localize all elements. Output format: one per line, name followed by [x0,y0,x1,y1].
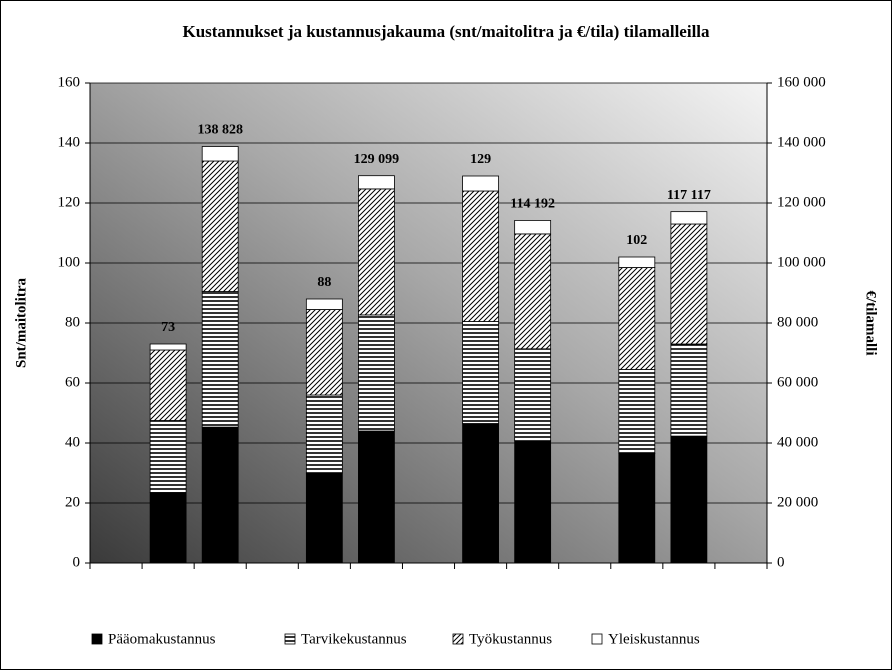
bar-segment [618,256,656,268]
bar-segment [462,175,499,192]
bar-segment [201,426,239,564]
bar-segment [462,190,499,322]
total-label: 114 192 [510,197,555,212]
legend-label: Yleiskustannus [608,631,700,647]
bar-segment [514,440,552,564]
y-tick-label: 120 [58,194,81,210]
bar-segment [149,492,187,564]
y2-tick-label: 140 000 [777,134,826,150]
bar-segment [462,321,499,424]
legend-swatch [591,633,603,645]
legend-label: Tarvikekustannus [301,631,407,647]
bar-segment [670,435,708,564]
y-tick-label: 140 [58,134,81,150]
bar-segment [618,369,656,454]
bar-segment [305,394,343,474]
total-label: 73 [161,320,175,335]
legend-swatch [91,633,103,645]
bar-segment [201,291,239,428]
y-tick-label: 80 [65,314,80,330]
y-tick-label: 100 [58,254,81,270]
bar-segment [514,348,552,442]
bar-segment [149,420,187,493]
bar-segment [358,175,395,190]
bar-segment [618,453,656,564]
y-axis-label: Snt/maitolitra [13,278,29,368]
y2-tick-label: 60 000 [777,374,818,390]
bar-segment [358,188,395,316]
total-label: 88 [317,275,331,290]
legend-label: Työkustannus [469,631,552,647]
y2-tick-label: 20 000 [777,494,818,510]
y2-axis-label: €/tilamalli [863,291,879,356]
bar-segment [149,349,187,421]
bar-segment [514,220,552,235]
chart-title: Kustannukset ja kustannusjakauma (snt/ma… [182,22,710,41]
bar-segment [618,267,656,370]
y2-tick-label: 40 000 [777,434,818,450]
bar-segment [462,423,499,564]
legend-swatch [284,633,296,645]
y-tick-label: 160 [58,74,81,90]
bar-segment [305,298,343,310]
bar-segment [670,223,708,345]
y2-tick-label: 160 000 [777,74,826,90]
total-label: 102 [626,233,647,248]
total-label: 117 117 [667,188,711,203]
bar-segment [670,343,708,437]
y2-tick-label: 80 000 [777,314,818,330]
bar-segment [201,160,239,292]
total-label: 129 099 [354,152,400,167]
legend-label: Pääomakustannus [108,631,216,647]
total-label: 138 828 [197,123,243,138]
bar-segment [358,430,395,564]
bar-segment [670,211,708,225]
bar-segment [149,343,187,351]
y2-tick-label: 120 000 [777,194,826,210]
bar-segment [358,314,395,432]
bar-segment [514,233,552,350]
y2-tick-label: 0 [777,554,785,570]
y-tick-label: 20 [65,494,80,510]
bar-segment [305,309,343,396]
legend-swatch [452,633,464,645]
bar-segment [305,472,343,564]
y-tick-label: 40 [65,434,80,450]
y2-tick-label: 100 000 [777,254,826,270]
y-tick-label: 60 [65,374,80,390]
bar-segment [201,146,239,162]
total-label: 129 [470,152,491,167]
y-tick-label: 0 [73,554,81,570]
